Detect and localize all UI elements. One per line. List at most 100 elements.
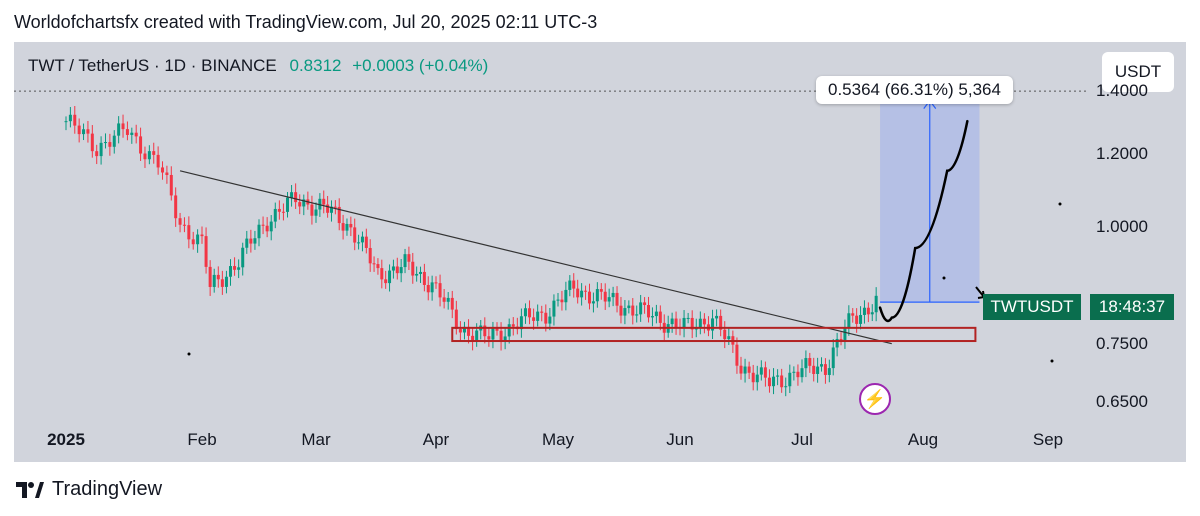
countdown-badge: 18:48:37 [1090, 294, 1174, 320]
candle-body [212, 274, 216, 287]
candle-body [245, 238, 249, 248]
candle-body [257, 224, 261, 239]
candle-body [727, 336, 731, 340]
marker-dot [1058, 202, 1062, 206]
candle-body [403, 254, 407, 268]
candle-body [139, 136, 143, 154]
candle-body [329, 206, 333, 213]
candle-body [434, 282, 438, 284]
candle-body [388, 270, 392, 284]
candle-body [615, 292, 619, 306]
x-tick-label: Feb [187, 430, 217, 449]
candle-body [847, 313, 851, 329]
candle-body [187, 225, 191, 240]
candle-body [471, 335, 475, 342]
plot-area[interactable] [14, 42, 1086, 462]
candle-body [532, 317, 536, 321]
candle-body [302, 199, 306, 207]
candle-body [376, 264, 380, 269]
x-tick-label: Mar [301, 430, 331, 449]
candle-body [580, 290, 584, 298]
candle-body [686, 317, 690, 319]
candle-body [337, 206, 341, 224]
candle-body [523, 308, 527, 317]
candle-body [261, 224, 265, 226]
symbol-bar[interactable]: TWT / TetherUS · 1D · BINANCE 0.8312 +0.… [28, 56, 488, 76]
y-tick-label: 1.0000 [1096, 217, 1148, 237]
x-tick-label: Sep [1032, 430, 1064, 449]
candle-body [372, 263, 376, 265]
candle-body [273, 208, 277, 222]
candle-body [767, 377, 771, 387]
y-axis[interactable]: 1.4000 1.2000 1.0000 0.7500 0.6500 [1086, 42, 1186, 462]
candle-body [86, 129, 90, 134]
candle-body [73, 114, 77, 126]
candle-body [670, 318, 674, 325]
candle-body [654, 311, 658, 317]
candle-body [623, 308, 627, 316]
candle-body [491, 328, 495, 340]
candle-body [619, 305, 623, 316]
candle-body [208, 266, 212, 287]
price-chart[interactable] [14, 42, 1086, 462]
tradingview-logo[interactable]: TradingView [16, 478, 162, 501]
candle-body [384, 279, 388, 284]
candle-body [99, 142, 103, 157]
candle-body [536, 311, 540, 321]
candle-body [698, 318, 702, 328]
candle-body [874, 295, 878, 313]
candle-body [204, 236, 208, 267]
marker-dot [942, 276, 946, 280]
candle-body [224, 276, 228, 287]
candle-body [281, 211, 285, 213]
candle-body [507, 324, 511, 337]
candle-body [835, 338, 839, 348]
candle-body [391, 266, 395, 271]
x-tick-label: 2025 [47, 430, 85, 449]
price-change: +0.0003 (+0.04%) [352, 56, 489, 75]
candle-body [544, 312, 548, 324]
candle-body [631, 305, 635, 316]
candle-body [627, 305, 631, 309]
candle-body [483, 325, 487, 337]
symbol-label: TWT / TetherUS · 1D · BINANCE [28, 56, 277, 75]
candle-body [399, 267, 403, 274]
candle-body [426, 284, 430, 293]
candle-body [322, 198, 326, 205]
candle-body [112, 135, 116, 147]
candle-body [511, 324, 515, 327]
y-tick-label: 1.4000 [1096, 81, 1148, 101]
candle-body [298, 202, 302, 207]
candle-body [253, 238, 257, 244]
candle-body [862, 307, 866, 315]
candle-body [419, 271, 423, 274]
candle-body [816, 366, 820, 374]
candle-body [772, 376, 776, 387]
candle-body [310, 204, 314, 216]
candle-body [851, 313, 855, 316]
brand-name: TradingView [52, 478, 163, 500]
candle-body [265, 225, 269, 232]
candle-body [751, 372, 755, 383]
candle-body [182, 224, 186, 226]
candle-body [635, 314, 639, 316]
chart-header: Worldofchartsfx created with TradingView… [14, 12, 598, 32]
candle-body [639, 302, 643, 315]
candle-body [711, 318, 715, 331]
candle-body [357, 242, 361, 244]
candle-body [380, 268, 384, 280]
candle-body [804, 358, 808, 369]
candle-body [200, 234, 204, 237]
candle-body [147, 151, 151, 160]
candle-body [90, 133, 94, 152]
candle-body [763, 367, 767, 378]
candle-body [568, 280, 572, 290]
lightning-icon[interactable]: ⚡ [859, 383, 891, 415]
candle-body [870, 312, 874, 315]
candle-body [611, 292, 615, 298]
candle-body [220, 279, 224, 287]
candle-body [103, 142, 107, 144]
candle-body [519, 316, 523, 330]
currency-button[interactable]: USDT [1102, 52, 1174, 92]
candle-body [407, 254, 411, 262]
